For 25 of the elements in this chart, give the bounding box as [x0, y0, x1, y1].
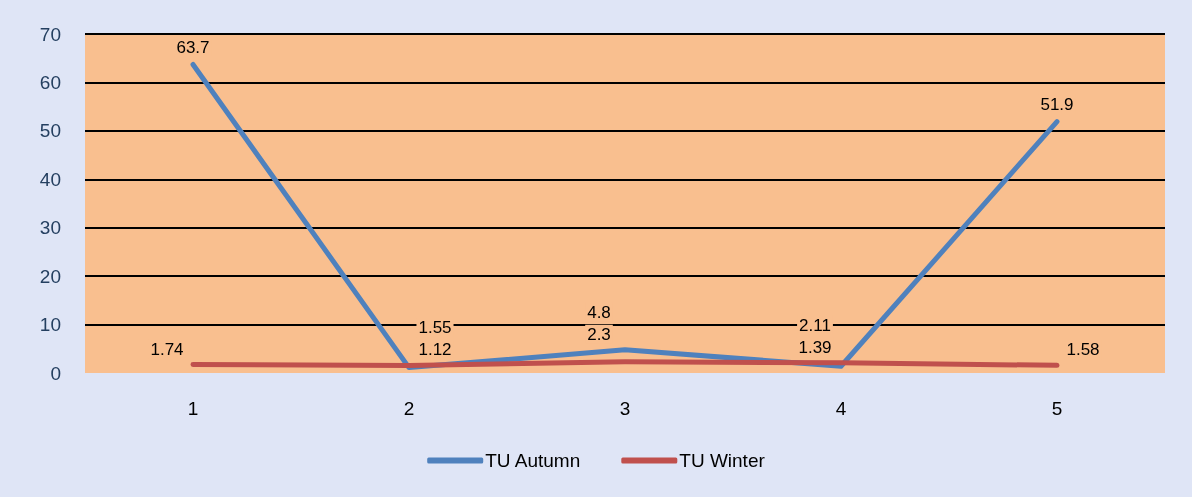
data-label: 1.55	[418, 318, 452, 338]
x-tick-label: 4	[835, 398, 847, 419]
data-label: 1.39	[798, 337, 832, 357]
y-tick-label: 20	[39, 265, 61, 287]
legend-label: TU Autumn	[485, 450, 581, 471]
y-tick-label: 0	[50, 362, 61, 384]
y-tick-label: 10	[39, 314, 61, 336]
x-tick-label: 5	[1051, 398, 1063, 419]
data-label: 1.58	[1066, 340, 1100, 360]
data-label: 2.3	[587, 324, 611, 344]
x-tick-label: 3	[619, 398, 631, 419]
y-tick-label: 70	[39, 23, 61, 45]
y-tick-label: 60	[39, 71, 61, 93]
data-label: 51.9	[1040, 94, 1074, 114]
y-tick-label: 30	[39, 217, 61, 239]
x-tick-label: 2	[403, 398, 415, 419]
data-label: 4.8	[587, 302, 611, 322]
data-label: 1.74	[150, 339, 184, 359]
y-tick-label: 40	[39, 168, 61, 190]
y-tick-label: 50	[39, 120, 61, 142]
x-tick-label: 1	[187, 398, 199, 419]
data-label: 63.7	[176, 37, 210, 57]
data-label: 2.11	[799, 315, 831, 335]
data-label: 1.12	[418, 340, 452, 360]
legend-label: TU Winter	[679, 450, 766, 471]
